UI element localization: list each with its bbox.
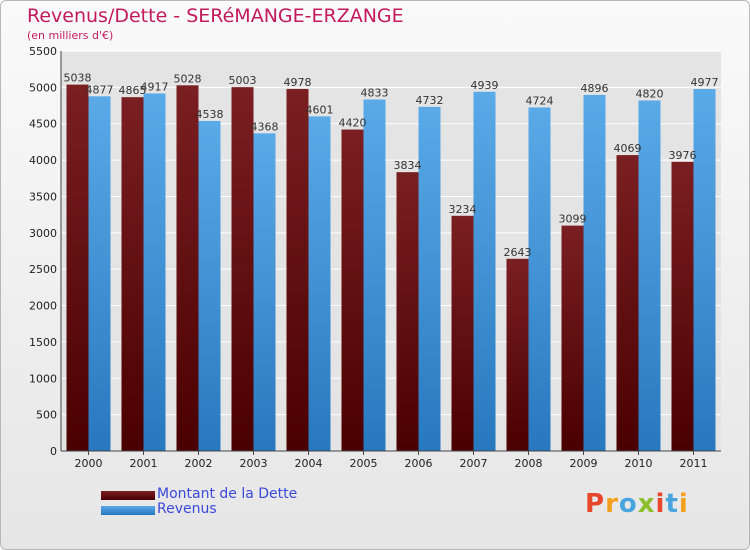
y-tick-label: 2500 <box>29 263 57 276</box>
bar-dette <box>561 225 584 451</box>
data-label: 3834 <box>394 159 422 172</box>
bar-dette <box>231 87 254 452</box>
data-label: 4917 <box>141 80 169 93</box>
bar-revenus <box>143 93 166 452</box>
chart-subtitle: (en milliers d'€) <box>27 29 114 42</box>
x-tick-label: 2010 <box>625 457 653 470</box>
plot-area <box>61 51 721 451</box>
data-label: 4069 <box>614 142 642 155</box>
logo-letter: P <box>585 489 606 519</box>
data-label: 5003 <box>229 74 257 87</box>
legend-label-revenus: Revenus <box>157 501 217 517</box>
x-tick-label: 2008 <box>515 457 543 470</box>
bar-revenus <box>638 100 661 452</box>
y-tick-label: 0 <box>50 445 57 458</box>
x-tick-label: 2011 <box>680 457 708 470</box>
x-tick-label: 2003 <box>240 457 268 470</box>
x-tick-label: 2004 <box>295 457 323 470</box>
bar-dette <box>671 161 694 451</box>
data-label: 4538 <box>196 108 224 121</box>
x-tick-label: 2009 <box>570 457 598 470</box>
y-tick-label: 3500 <box>29 190 57 203</box>
y-tick-label: 4000 <box>29 154 57 167</box>
logo-letter: x <box>637 489 656 519</box>
data-label: 3099 <box>559 213 587 226</box>
legend-label-dette: Montant de la Dette <box>157 486 298 502</box>
bar-dette <box>506 258 529 451</box>
proxiti-logo: Proxiti <box>585 489 689 519</box>
data-label: 4896 <box>581 82 609 95</box>
bar-revenus <box>693 89 716 451</box>
x-tick-label: 2000 <box>75 457 103 470</box>
data-label: 5038 <box>64 72 92 85</box>
bar-revenus <box>528 107 551 451</box>
data-label: 4877 <box>86 83 114 96</box>
data-label: 4833 <box>361 87 389 100</box>
data-label: 4865 <box>119 84 147 97</box>
bar-revenus <box>88 96 111 452</box>
data-label: 3234 <box>449 203 477 216</box>
data-label: 2643 <box>504 246 532 259</box>
x-tick-label: 2001 <box>130 457 158 470</box>
data-label: 4977 <box>691 76 719 89</box>
bar-dette <box>396 172 419 451</box>
bar-revenus <box>473 91 496 452</box>
bar-revenus <box>198 120 221 452</box>
logo-letter: r <box>605 489 619 519</box>
y-tick-label: 5000 <box>29 81 57 94</box>
data-label: 4368 <box>251 120 279 133</box>
y-tick-label: 5500 <box>29 45 57 58</box>
legend-swatch-revenus <box>101 506 155 515</box>
y-tick-label: 4500 <box>29 118 57 131</box>
bar-revenus <box>308 116 331 451</box>
bar-dette <box>66 84 89 451</box>
bar-dette <box>341 129 364 451</box>
data-label: 4820 <box>636 87 664 100</box>
bar-dette <box>616 155 639 451</box>
legend-swatch-dette <box>101 491 155 500</box>
y-tick-label: 1500 <box>29 336 57 349</box>
data-label: 3976 <box>669 149 697 162</box>
x-tick-label: 2002 <box>185 457 213 470</box>
x-tick-label: 2006 <box>405 457 433 470</box>
logo-letter: o <box>618 489 638 519</box>
logo-letter: i <box>678 489 689 519</box>
bar-revenus <box>363 99 386 451</box>
bar-dette <box>176 85 199 451</box>
y-tick-label: 3000 <box>29 227 57 240</box>
data-label: 4939 <box>471 79 499 92</box>
data-label: 4732 <box>416 94 444 107</box>
bar-dette <box>451 215 474 451</box>
bar-dette <box>121 97 144 451</box>
data-label: 4978 <box>284 76 312 89</box>
y-tick-label: 2000 <box>29 300 57 313</box>
bar-dette <box>286 88 309 452</box>
data-label: 5028 <box>174 72 202 85</box>
bar-revenus <box>253 133 276 451</box>
x-tick-label: 2005 <box>350 457 378 470</box>
data-label: 4724 <box>526 94 554 107</box>
data-label: 4420 <box>339 117 367 130</box>
bar-revenus <box>583 94 606 451</box>
chart-title: Revenus/Dette - SERéMANGE-ERZANGE <box>27 5 404 27</box>
data-label: 4601 <box>306 103 334 116</box>
y-tick-label: 1000 <box>29 372 57 385</box>
logo-letter: i <box>655 489 666 519</box>
bar-revenus <box>418 106 441 451</box>
logo-letter: t <box>665 489 679 519</box>
y-tick-label: 500 <box>36 409 57 422</box>
x-tick-label: 2007 <box>460 457 488 470</box>
